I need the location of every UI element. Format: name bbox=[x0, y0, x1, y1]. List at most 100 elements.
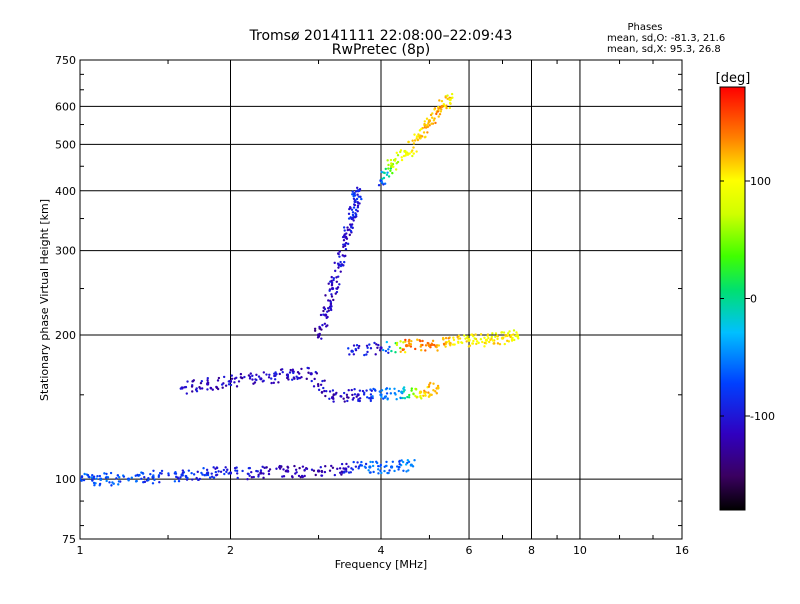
data-point bbox=[259, 377, 263, 381]
echo-point bbox=[396, 154, 400, 157]
echo-point bbox=[338, 471, 342, 474]
echo-point bbox=[407, 469, 410, 472]
echo-point bbox=[335, 391, 338, 395]
echo-point bbox=[399, 350, 402, 353]
echo-point bbox=[344, 242, 347, 246]
echo-point bbox=[98, 482, 102, 486]
echo-point bbox=[436, 349, 439, 352]
echo-point bbox=[507, 340, 511, 343]
echo-point bbox=[342, 264, 345, 267]
echo-point bbox=[314, 473, 317, 477]
echo-point bbox=[345, 393, 349, 397]
y-tick-label: 100 bbox=[55, 473, 76, 486]
echo-point bbox=[336, 252, 340, 255]
echo-point bbox=[369, 471, 372, 474]
echo-point bbox=[335, 276, 338, 279]
echo-point bbox=[340, 470, 344, 473]
echo-point bbox=[465, 336, 469, 340]
echo-point bbox=[322, 386, 325, 390]
echo-point bbox=[394, 168, 398, 171]
echo-point bbox=[363, 353, 366, 357]
echo-point bbox=[240, 376, 243, 380]
echo-point bbox=[404, 340, 407, 343]
data-point bbox=[206, 382, 210, 386]
echo-point bbox=[432, 389, 435, 392]
echo-point bbox=[274, 374, 277, 377]
echo-point bbox=[402, 469, 405, 472]
echo-point bbox=[439, 110, 443, 113]
echo-point bbox=[356, 209, 359, 213]
echo-point bbox=[91, 478, 94, 482]
stats-o-line: mean, sd,O: -81.3, 21.6 bbox=[607, 33, 725, 44]
echo-point bbox=[351, 190, 354, 193]
echo-point bbox=[437, 344, 441, 347]
echo-point bbox=[243, 375, 246, 379]
echo-point bbox=[181, 469, 185, 472]
echo-point bbox=[377, 472, 380, 475]
echo-point bbox=[350, 388, 353, 392]
data-point bbox=[409, 463, 413, 467]
echo-point bbox=[356, 204, 360, 207]
echo-point bbox=[130, 476, 134, 479]
x-tick-label: 8 bbox=[528, 544, 535, 557]
echo-point bbox=[409, 345, 413, 348]
echo-point bbox=[116, 474, 120, 477]
echo-point bbox=[278, 467, 282, 470]
echo-point bbox=[398, 460, 401, 463]
echo-point bbox=[395, 341, 399, 345]
data-point bbox=[353, 199, 357, 204]
echo-point bbox=[201, 387, 204, 390]
echo-point bbox=[388, 469, 391, 472]
echo-point bbox=[270, 381, 273, 385]
echo-point bbox=[167, 472, 170, 475]
x-tick-label: 10 bbox=[573, 544, 587, 557]
x-tick-label: 4 bbox=[378, 544, 385, 557]
echo-point bbox=[510, 334, 513, 337]
echo-point bbox=[328, 397, 331, 400]
echo-point bbox=[221, 386, 224, 389]
echo-point bbox=[219, 470, 223, 473]
data-point bbox=[356, 393, 360, 397]
echo-point bbox=[91, 474, 94, 477]
echo-point bbox=[210, 472, 213, 475]
echo-point bbox=[353, 388, 356, 391]
echo-point bbox=[191, 390, 194, 393]
echo-point bbox=[395, 343, 399, 347]
echo-point bbox=[160, 469, 164, 473]
data-point bbox=[448, 97, 452, 102]
echo-point bbox=[369, 347, 373, 350]
echo-point bbox=[105, 479, 108, 483]
echo-point bbox=[214, 474, 218, 477]
echo-point bbox=[352, 197, 356, 200]
echo-point bbox=[323, 389, 326, 393]
echo-point bbox=[449, 344, 452, 347]
data-point bbox=[484, 338, 489, 342]
data-point bbox=[400, 390, 404, 394]
echo-point bbox=[420, 135, 424, 138]
echo-point bbox=[204, 473, 208, 477]
echo-point bbox=[83, 472, 86, 476]
stats-x-line: mean, sd,X: 95.3, 26.8 bbox=[607, 44, 721, 55]
echo-point bbox=[385, 460, 388, 464]
echo-point bbox=[465, 340, 468, 343]
echo-point bbox=[423, 136, 427, 139]
echo-point bbox=[355, 186, 359, 190]
echo-point bbox=[187, 469, 191, 472]
echo-point bbox=[417, 133, 420, 136]
echo-point bbox=[328, 299, 332, 303]
echo-point bbox=[295, 375, 298, 378]
y-tick-label: 75 bbox=[62, 533, 76, 546]
echo-point bbox=[402, 386, 406, 389]
echo-point bbox=[481, 340, 484, 344]
echo-point bbox=[416, 395, 419, 399]
echo-point bbox=[117, 480, 121, 483]
echo-point bbox=[374, 389, 377, 392]
echo-point bbox=[413, 459, 416, 462]
echo-point bbox=[198, 477, 202, 481]
echo-point bbox=[332, 397, 335, 401]
echo-point bbox=[306, 366, 309, 370]
y-tick-label: 750 bbox=[55, 54, 76, 67]
echo-point bbox=[324, 465, 327, 468]
echo-point bbox=[425, 117, 429, 120]
echo-point bbox=[406, 153, 410, 156]
